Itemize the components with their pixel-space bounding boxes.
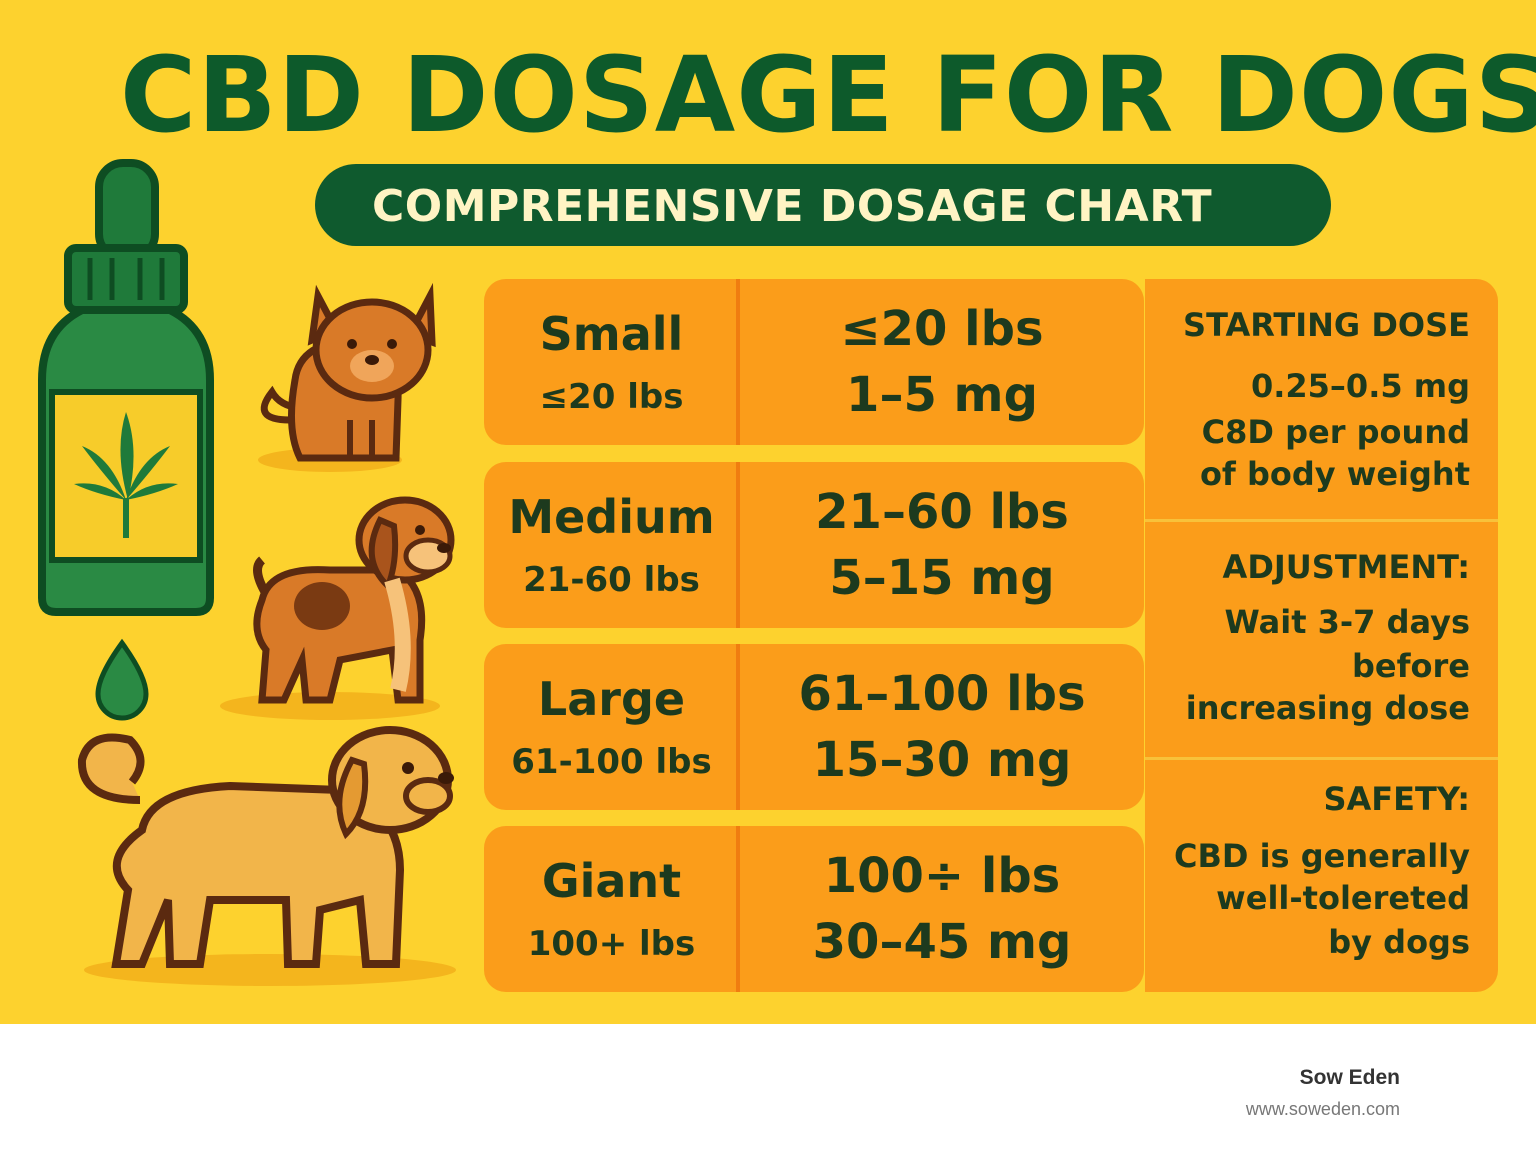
size-name: Medium: [508, 490, 715, 544]
footer-url[interactable]: www.soweden.com: [1245, 1099, 1400, 1119]
starting-dose-heading: STARTING DOSE: [1183, 306, 1470, 344]
weight-range: ≤20 lbs: [840, 301, 1044, 357]
cbd-oil-bottle-icon: [38, 159, 214, 616]
starting-dose-line: 0.25–0.5 mg: [1250, 367, 1470, 405]
subtitle-text: COMPREHENSIVE DOSAGE CHART: [372, 181, 1213, 232]
size-name: Small: [539, 307, 684, 361]
dosage-row-large: Large 61-100 lbs 61–100 lbs 15–30 mg: [484, 644, 1144, 810]
safety-line: by dogs: [1328, 923, 1470, 961]
large-dog-icon: [77, 726, 456, 986]
adjustment-heading: ADJUSTMENT:: [1222, 548, 1470, 586]
infographic-poster: CBD DOSAGE FOR DOGS COMPREHENSIVE DOSAGE…: [0, 0, 1536, 1024]
size-name: Giant: [541, 854, 682, 908]
adjustment-line: Wait 3-7 days: [1224, 603, 1470, 641]
starting-dose-line: C8D per pound: [1201, 413, 1470, 451]
illustration-layer: [38, 159, 456, 986]
safety-line: CBD is generally: [1174, 837, 1470, 875]
weight-range: 21–60 lbs: [815, 484, 1069, 540]
adjustment-line: increasing dose: [1185, 689, 1470, 727]
footer-brand: Sow Eden: [1299, 1066, 1400, 1089]
adjustment-line: before: [1352, 647, 1470, 685]
weight-range: 61–100 lbs: [798, 666, 1086, 722]
size-range: 21-60 lbs: [523, 560, 700, 600]
dose-range: 5–15 mg: [829, 550, 1055, 606]
cannabis-leaf-icon: [74, 412, 178, 538]
size-range: 61-100 lbs: [511, 742, 712, 782]
starting-dose-line: of body weight: [1199, 455, 1470, 493]
subtitle-banner: [315, 164, 1331, 246]
safety-line: well-tolereted: [1216, 879, 1470, 917]
dose-range: 15–30 mg: [812, 732, 1072, 788]
size-range: ≤20 lbs: [539, 377, 684, 417]
panel-divider: [1145, 519, 1498, 522]
small-dog-icon: [258, 282, 436, 472]
weight-range: 100÷ lbs: [823, 848, 1061, 904]
dosage-row-small: Small ≤20 lbs ≤20 lbs 1–5 mg: [484, 279, 1144, 445]
size-range: 100+ lbs: [527, 924, 696, 964]
poster-title: CBD DOSAGE FOR DOGS: [120, 34, 1536, 156]
dosage-row-giant: Giant 100+ lbs 100÷ lbs 30–45 mg: [484, 826, 1144, 992]
dosage-info-panel: STARTING DOSE 0.25–0.5 mg C8D per pound …: [1145, 279, 1498, 992]
dosage-table: Small ≤20 lbs ≤20 lbs 1–5 mg Medium 21-6…: [484, 279, 1498, 992]
medium-dog-icon: [220, 496, 455, 720]
dose-range: 30–45 mg: [812, 914, 1072, 970]
size-name: Large: [537, 672, 686, 726]
safety-heading: SAFETY:: [1323, 780, 1470, 818]
panel-divider: [1145, 757, 1498, 760]
dose-range: 1–5 mg: [846, 367, 1038, 423]
dosage-row-medium: Medium 21-60 lbs 21–60 lbs 5–15 mg: [484, 462, 1144, 628]
oil-drop-icon: [95, 638, 149, 721]
